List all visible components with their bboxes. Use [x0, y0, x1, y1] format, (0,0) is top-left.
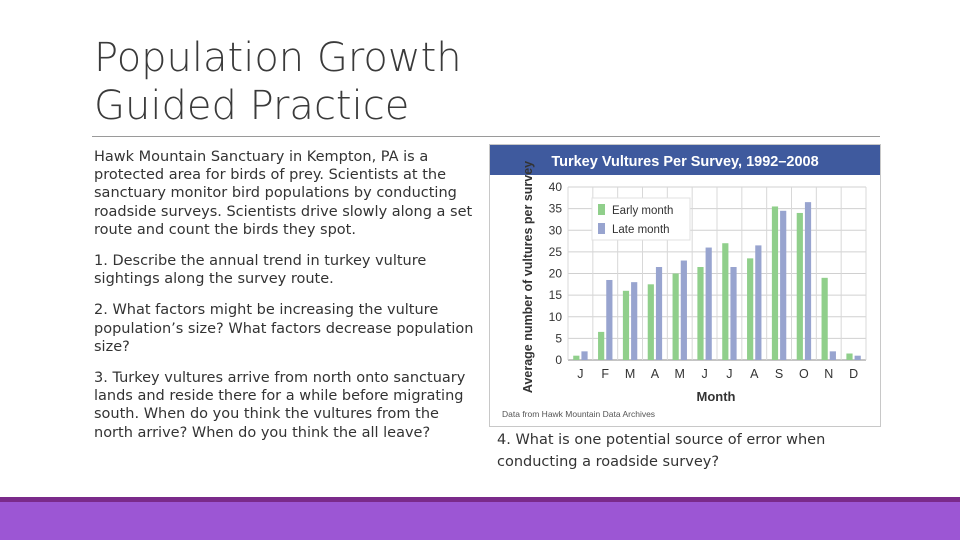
- x-tick-label: O: [799, 367, 809, 381]
- bar-late-10: [829, 351, 836, 360]
- title-line-2: Guided Practice: [94, 83, 410, 129]
- x-tick-label: S: [775, 367, 783, 381]
- bar-late-11: [854, 355, 861, 360]
- question-3: 3. Turkey vultures arrive from north ont…: [94, 370, 466, 441]
- y-tick-label: 40: [549, 180, 563, 194]
- x-tick-label: M: [675, 367, 685, 381]
- x-tick-label: M: [625, 367, 635, 381]
- question-4: 4. What is one potential source of error…: [497, 432, 826, 470]
- chart-legend: Early month Late month: [591, 197, 691, 241]
- chart-bars: [573, 202, 861, 360]
- x-tick-label: N: [824, 367, 833, 381]
- legend-swatch-0: [598, 204, 605, 215]
- bar-early-7: [747, 258, 754, 360]
- bar-late-4: [680, 260, 687, 360]
- bar-late-7: [755, 245, 762, 360]
- y-tick-label: 10: [549, 310, 563, 324]
- bar-early-3: [647, 284, 654, 360]
- chart-title: Turkey Vultures Per Survey, 1992–2008: [551, 154, 818, 170]
- title-line-1: Population Growth: [94, 35, 462, 81]
- bar-late-3: [655, 267, 663, 360]
- title-divider: [92, 136, 880, 137]
- x-tick-label: J: [701, 367, 707, 381]
- vulture-bar-chart: Turkey Vultures Per Survey, 1992–2008 0 5…: [490, 145, 880, 419]
- bar-early-9: [796, 212, 803, 360]
- bar-late-9: [804, 202, 812, 360]
- bar-early-0: [573, 355, 580, 360]
- legend-label-0: Early month: [612, 205, 673, 217]
- chart-axes: 0 5 10 15 20 25 30 35 40 J F M A M J J A S O N D: [549, 180, 858, 381]
- footer-band: [0, 502, 960, 540]
- y-tick-label: 25: [549, 245, 563, 259]
- question-1: 1. Describe the annual trend in turkey v…: [94, 253, 427, 288]
- x-tick-label: A: [651, 367, 660, 381]
- bar-early-6: [722, 243, 729, 360]
- bar-late-2: [631, 282, 638, 360]
- bar-early-8: [771, 206, 779, 360]
- x-tick-label: J: [726, 367, 732, 381]
- bar-late-0: [581, 351, 588, 360]
- y-tick-label: 15: [549, 288, 563, 302]
- chart-source-note: Data from Hawk Mountain Data Archives: [502, 409, 655, 419]
- y-tick-label: 20: [549, 267, 563, 281]
- chart-figure: Turkey Vultures Per Survey, 1992–2008 0 5…: [489, 144, 881, 427]
- bar-late-1: [606, 279, 613, 360]
- y-tick-label: 5: [555, 331, 562, 345]
- y-axis-label: Average number of vultures per survey: [521, 161, 535, 393]
- x-tick-label: D: [849, 367, 858, 381]
- left-text-column: Hawk Mountain Sanctuary in Kempton, PA i…: [94, 148, 482, 455]
- legend-swatch-1: [598, 223, 605, 234]
- footer-accent-line: [0, 497, 960, 502]
- chart-title-bar: [490, 145, 880, 175]
- bar-early-4: [672, 273, 679, 360]
- y-tick-label: 0: [555, 353, 562, 367]
- bar-early-2: [622, 290, 630, 360]
- y-tick-label: 30: [549, 223, 563, 237]
- bar-late-6: [730, 267, 737, 360]
- bar-early-5: [697, 267, 704, 360]
- bar-late-5: [705, 247, 712, 360]
- x-tick-label: A: [750, 367, 759, 381]
- bar-early-11: [846, 353, 853, 360]
- intro-paragraph: Hawk Mountain Sanctuary in Kempton, PA i…: [94, 149, 473, 238]
- bar-early-10: [821, 277, 828, 360]
- legend-label-1: Late month: [612, 224, 670, 236]
- slide-title: Population Growth Guided Practice: [94, 34, 694, 130]
- legend-box: [591, 197, 691, 241]
- bar-late-8: [780, 210, 787, 360]
- y-tick-label: 35: [549, 202, 563, 216]
- question-2: 2. What factors might be increasing the …: [94, 302, 474, 355]
- bar-early-1: [598, 331, 605, 360]
- x-tick-label: F: [601, 367, 609, 381]
- x-axis-label: Month: [697, 389, 736, 404]
- x-tick-label: J: [577, 367, 583, 381]
